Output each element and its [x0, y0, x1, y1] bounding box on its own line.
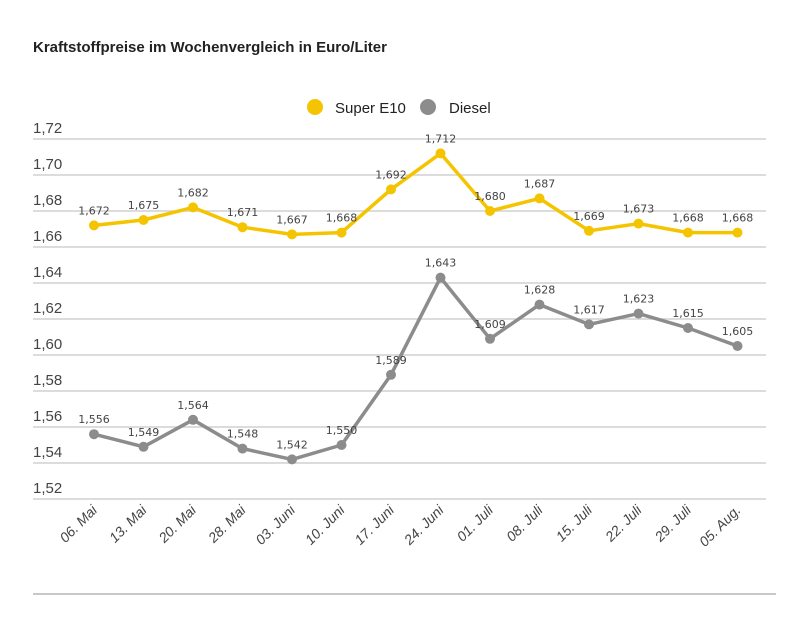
data-point [287, 229, 297, 240]
data-point [336, 440, 347, 450]
y-tick-label: 1,68 [33, 192, 62, 209]
data-point [534, 299, 545, 310]
y-tick-label: 1,52 [33, 480, 62, 497]
data-label: 1,668 [722, 212, 754, 225]
x-tick-label: 29. Juli [651, 501, 695, 545]
y-tick-label: 1,66 [33, 228, 62, 245]
data-label: 1,628 [524, 284, 556, 297]
data-point [237, 443, 248, 454]
data-label: 1,673 [623, 203, 655, 216]
y-tick-label: 1,58 [33, 372, 62, 389]
x-tick-label: 10. Juni [302, 501, 349, 548]
data-label: 1,675 [128, 199, 160, 212]
data-label: 1,564 [177, 399, 209, 412]
x-tick-label: 01. Juli [453, 501, 496, 544]
data-point [633, 308, 644, 319]
data-point [683, 323, 693, 333]
series-line-super-e10 [93, 151, 738, 237]
data-point [633, 218, 644, 229]
data-point [435, 272, 446, 283]
data-point [138, 441, 149, 452]
x-tick-label: 24. Juni [400, 501, 447, 548]
data-label: 1,643 [425, 257, 457, 270]
legend-label: Super E10 [335, 100, 406, 117]
data-label: 1,605 [722, 325, 754, 338]
data-label: 1,617 [573, 303, 605, 316]
data-label: 1,682 [177, 186, 209, 199]
data-point [386, 184, 396, 195]
data-label: 1,548 [227, 428, 259, 441]
data-point [584, 319, 594, 330]
y-tick-label: 1,70 [33, 156, 62, 173]
data-point [732, 341, 743, 351]
data-label: 1,667 [276, 213, 308, 226]
x-tick-label: 13. Mai [106, 501, 150, 545]
legend-marker [420, 99, 436, 115]
data-label: 1,550 [326, 424, 358, 437]
data-point [435, 148, 446, 159]
legend-label: Diesel [449, 100, 491, 117]
data-point [89, 429, 99, 440]
legend-marker [307, 99, 323, 115]
x-tick-label: 28. Mai [204, 501, 249, 546]
x-tick-label: 08. Juli [503, 501, 546, 544]
data-label: 1,671 [227, 206, 259, 219]
data-point [138, 215, 149, 225]
data-point [188, 202, 198, 213]
y-tick-label: 1,62 [33, 300, 62, 317]
data-label: 1,615 [672, 307, 704, 320]
data-label: 1,668 [672, 212, 704, 225]
series-line-diesel [93, 275, 739, 462]
x-tick-label: 03. Juni [252, 501, 299, 548]
data-point [188, 414, 198, 425]
data-point [237, 222, 248, 233]
data-point [386, 369, 396, 380]
data-point [485, 206, 495, 216]
x-tick-label: 22. Juli [601, 501, 645, 545]
x-tick-label: 06. Mai [56, 501, 100, 545]
y-tick-label: 1,60 [33, 336, 62, 353]
y-tick-label: 1,72 [33, 120, 62, 137]
data-label: 1,589 [375, 354, 407, 367]
y-tick-label: 1,64 [33, 264, 62, 281]
data-label: 1,669 [573, 210, 605, 223]
y-tick-label: 1,56 [33, 408, 62, 425]
data-label: 1,687 [524, 177, 556, 190]
data-point [336, 227, 347, 238]
chart-title: Kraftstoffpreise im Wochenvergleich in E… [33, 39, 387, 56]
data-label: 1,668 [326, 212, 358, 225]
x-tick-label: 20. Mai [155, 501, 200, 546]
data-point [534, 193, 545, 204]
data-label: 1,623 [623, 293, 655, 306]
data-label: 1,680 [474, 190, 506, 203]
data-point [683, 227, 693, 238]
data-point [485, 333, 495, 344]
data-label: 1,609 [474, 318, 506, 331]
data-point [584, 225, 594, 236]
data-point [287, 454, 297, 465]
data-point [89, 220, 99, 231]
data-label: 1,556 [78, 413, 110, 426]
x-tick-label: 17. Juni [351, 501, 398, 548]
y-tick-label: 1,54 [33, 444, 62, 461]
data-point [732, 227, 743, 238]
data-label: 1,712 [425, 132, 457, 145]
x-tick-label: 15. Juli [552, 501, 595, 544]
data-label: 1,692 [375, 168, 407, 181]
data-label: 1,672 [78, 204, 110, 217]
data-label: 1,542 [276, 438, 308, 451]
data-label: 1,549 [128, 426, 160, 439]
x-tick-label: 05. Aug. [696, 502, 744, 550]
